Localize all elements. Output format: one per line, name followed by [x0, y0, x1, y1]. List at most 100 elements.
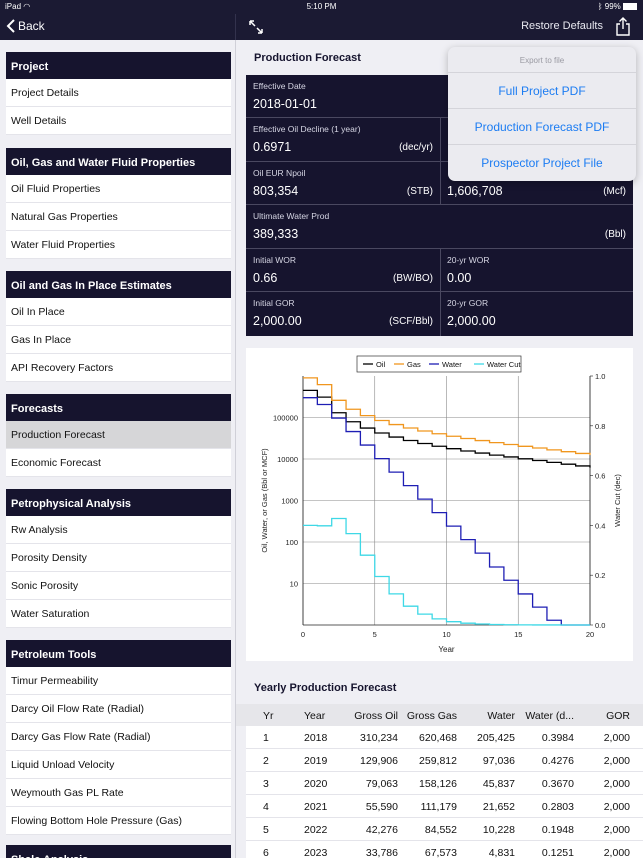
table-cell: 10,228: [482, 824, 515, 836]
production-forecast-title: Production Forecast: [254, 52, 361, 64]
x-tick-label: 10: [442, 630, 450, 639]
y2-tick-label: 0.6: [595, 472, 605, 481]
yearly-forecast-title: Yearly Production Forecast: [254, 682, 397, 694]
table-cell: 1: [263, 732, 269, 744]
yearly-table: 1 2018 310,234 620,468 205,425 0.3984 2,000 2 20…: [246, 726, 643, 858]
sidebar-section-header: Petrophysical Analysis: [6, 489, 231, 516]
table-cell: 2,000: [603, 824, 630, 836]
carrier-label: iPad ◠: [5, 2, 31, 11]
sidebar-item[interactable]: Production Forecast: [6, 421, 231, 449]
sidebar-item[interactable]: API Recovery Factors: [6, 354, 231, 382]
oil-decline-cell[interactable]: Effective Oil Decline (1 year) 0.6971 (d…: [246, 118, 440, 162]
initial-wor-unit: (BW/BO): [393, 273, 433, 284]
legend-label: Water Cut: [487, 360, 521, 369]
table-row: 6 2023 33,786 67,573 4,831 0.1251 2,000: [246, 841, 643, 858]
table-cell: 0.2803: [541, 801, 574, 813]
sidebar-item[interactable]: Timur Permeability: [6, 667, 231, 695]
sidebar-item[interactable]: Liquid Unload Velocity: [6, 751, 231, 779]
y2-tick-label: 0.2: [595, 571, 605, 580]
sidebar-section-header: Oil and Gas In Place Estimates: [6, 271, 231, 298]
sidebar-item[interactable]: Economic Forecast: [6, 449, 231, 477]
table-cell: 158,126: [419, 778, 457, 790]
series-line-oil: [303, 389, 591, 468]
sidebar-item[interactable]: Water Saturation: [6, 600, 231, 628]
oil-eur-label: Oil EUR Npoil: [253, 168, 306, 178]
sidebar-section: Petroleum Tools Timur Permeability Darcy O…: [6, 640, 231, 835]
table-cell: 3: [263, 778, 269, 790]
export-prospector-project-file[interactable]: Prospector Project File: [481, 156, 603, 170]
sidebar-item[interactable]: Oil In Place: [6, 298, 231, 326]
legend-label: Water: [442, 360, 462, 369]
sidebar-section: Project Project Details Well Details: [6, 52, 231, 135]
y-tick-label: 100000: [273, 414, 298, 423]
sidebar-item[interactable]: Rw Analysis: [6, 516, 231, 544]
oil-decline-label: Effective Oil Decline (1 year): [253, 124, 361, 134]
initial-wor-label: Initial WOR: [253, 255, 296, 265]
sidebar-section: Forecasts Production Forecast Economic For…: [6, 394, 231, 477]
table-cell: 97,036: [482, 755, 515, 767]
wifi-icon: ◠: [23, 2, 31, 11]
expand-icon[interactable]: [248, 19, 264, 35]
share-icon[interactable]: [615, 17, 631, 36]
series-line-gas: [303, 377, 591, 456]
sidebar-item[interactable]: Oil Fluid Properties: [6, 175, 231, 203]
export-menu: Export to file Full Project PDF Producti…: [448, 47, 636, 181]
water-prod-value: 389,333: [253, 227, 299, 241]
sidebar-item[interactable]: Weymouth Gas PL Rate: [6, 779, 231, 807]
cell-divider: [440, 118, 441, 205]
bluetooth-icon: ᛒ: [597, 2, 603, 11]
cell-divider: [440, 249, 441, 336]
y2-tick-label: 0.8: [595, 422, 605, 431]
chevron-left-icon: [6, 19, 15, 33]
restore-defaults-button[interactable]: Restore Defaults: [521, 20, 603, 32]
sidebar-item[interactable]: Natural Gas Properties: [6, 203, 231, 231]
export-full-project-pdf[interactable]: Full Project PDF: [448, 73, 636, 109]
table-cell: 45,837: [482, 778, 515, 790]
status-bar: iPad ◠ 5:10 PM ᛒ 99%: [0, 0, 643, 14]
table-cell: 111,179: [420, 801, 457, 813]
sidebar-section-header: Oil, Gas and Water Fluid Properties: [6, 148, 231, 175]
initial-gor-label: Initial GOR: [253, 298, 295, 308]
sidebar-item[interactable]: Water Fluid Properties: [6, 231, 231, 259]
table-cell: 2,000: [603, 801, 630, 813]
x-tick-label: 20: [586, 630, 594, 639]
sidebar-item[interactable]: Well Details: [6, 107, 231, 135]
column-header: Water: [487, 710, 515, 722]
table-cell: 259,812: [419, 755, 457, 767]
initial-wor-cell: Initial WOR 0.66 (BW/BO): [246, 249, 440, 292]
export-production-forecast-pdf[interactable]: Production Forecast PDF: [448, 109, 636, 145]
sidebar-item[interactable]: Porosity Density: [6, 544, 231, 572]
table-cell: 2020: [304, 778, 328, 790]
table-cell: 4: [263, 801, 269, 813]
table-cell: 5: [263, 824, 269, 836]
sidebar-section: Petrophysical Analysis Rw Analysis Porosit…: [6, 489, 231, 628]
table-cell: 55,590: [365, 801, 398, 813]
initial-wor-value: 0.66: [253, 271, 278, 285]
sidebar-item[interactable]: Gas In Place: [6, 326, 231, 354]
battery-icon: [623, 3, 637, 11]
sidebar-item[interactable]: Project Details: [6, 79, 231, 107]
sidebar-item[interactable]: Darcy Gas Flow Rate (Radial): [6, 723, 231, 751]
column-header: Year: [304, 710, 326, 722]
effective-date-cell[interactable]: Effective Date 2018-01-01: [246, 75, 633, 118]
sidebar-item[interactable]: Sonic Porosity: [6, 572, 231, 600]
yearly-table-header: Yr Year Gross Oil Gross Gas Water Water (d...…: [236, 704, 643, 726]
table-cell: 0.3984: [541, 732, 574, 744]
sidebar-section: Oil and Gas In Place Estimates Oil In Pla…: [6, 271, 231, 382]
y2-tick-label: 1.0: [595, 372, 605, 381]
back-button[interactable]: Back: [6, 19, 45, 33]
oil-eur-cell: Oil EUR Npoil 803,354 (STB): [246, 162, 440, 205]
table-cell: 0.1948: [541, 824, 574, 836]
y-axis-label: Oil, Water, or Gas (Bbl or MCF): [260, 448, 269, 553]
table-cell: 6: [263, 847, 269, 858]
production-chart-card: 0 5 10 15 20 10 100 1000 10000 100000 0.0 0.2 0.4 0.6…: [246, 348, 633, 661]
table-cell: 0.3670: [541, 778, 574, 790]
sidebar-item[interactable]: Flowing Bottom Hole Pressure (Gas): [6, 807, 231, 835]
table-cell: 2: [263, 755, 269, 767]
forecast-summary-card: Effective Date 2018-01-01 Effective Oil …: [246, 75, 633, 336]
table-cell: 21,652: [482, 801, 515, 813]
oil-eur-value: 803,354: [253, 184, 299, 198]
sidebar-item[interactable]: Darcy Oil Flow Rate (Radial): [6, 695, 231, 723]
column-header: Yr: [263, 710, 274, 722]
oil-decline-value: 0.6971: [253, 140, 292, 154]
